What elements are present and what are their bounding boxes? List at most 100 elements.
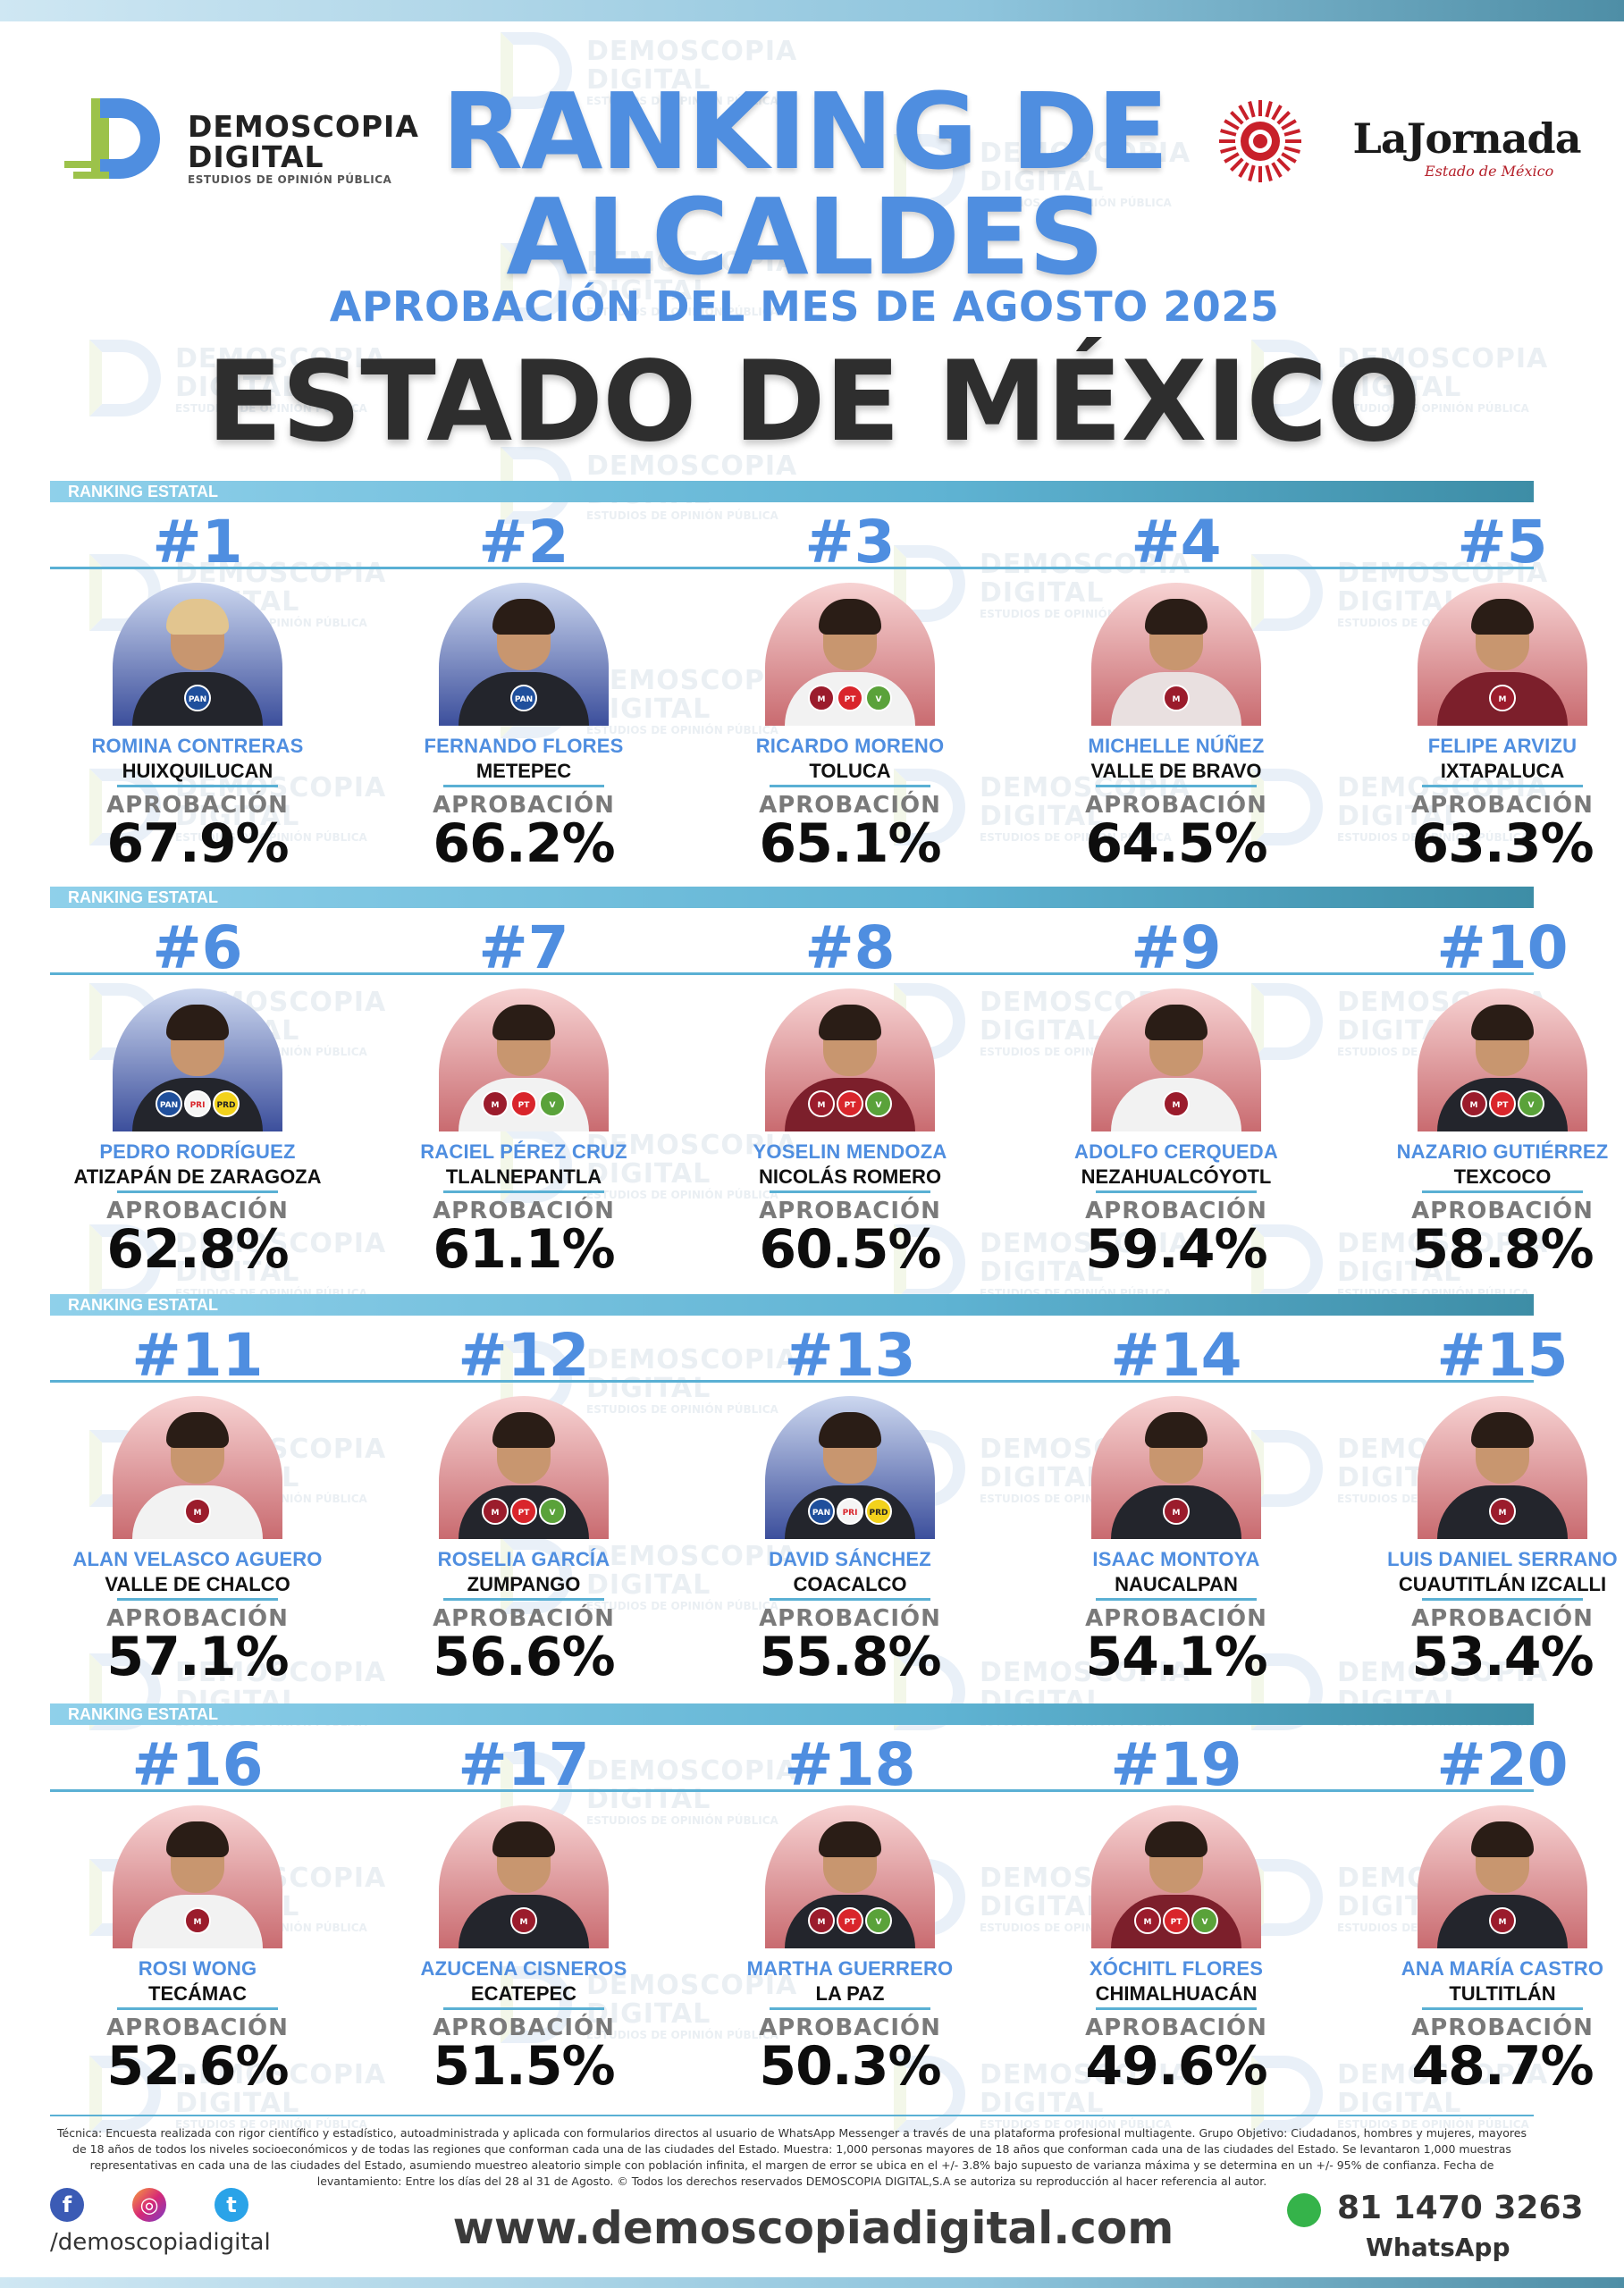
card-rule: [1422, 1190, 1583, 1193]
mayor-photo: M PT V: [765, 583, 935, 726]
brand-tagline: ESTUDIOS DE OPINIÓN PÚBLICA: [188, 173, 392, 186]
mayor-card: #9 M ADOLFO CERQUEDA NEZAHUALCÓYOTL APRO…: [1029, 919, 1324, 1294]
party-verde-icon: V: [865, 1907, 892, 1934]
card-rule: [770, 2007, 930, 2010]
rank-number: #4: [1131, 508, 1222, 576]
party-badges: M PT V: [765, 1090, 935, 1117]
whatsapp-phone[interactable]: 81 1470 3263: [1337, 2190, 1584, 2226]
party-badges: M PT V: [1091, 1907, 1261, 1934]
section-bar: RANKING ESTATAL: [50, 1703, 1534, 1725]
party-pt-icon: PT: [1163, 1907, 1190, 1934]
subtitle: APROBACIÓN DEL MES DE AGOSTO 2025: [329, 282, 1280, 331]
approval-percent: 65.1%: [759, 812, 941, 875]
section-label: RANKING ESTATAL: [68, 483, 218, 500]
approval-percent: 61.1%: [433, 1218, 615, 1281]
party-badges: M: [1091, 1090, 1261, 1117]
municipality-name: ECATEPEC: [470, 1982, 577, 2005]
mayor-card: #15 M LUIS DANIEL SERRANO CUAUTITLÁN IZC…: [1355, 1326, 1624, 1702]
approval-label: APROBACIÓN: [759, 1198, 941, 1224]
party-badges: M PT V: [765, 685, 935, 711]
state-title: ESTADO DE MÉXICO: [206, 338, 1421, 467]
card-rule: [770, 785, 930, 787]
mayor-name: MARTHA GUERRERO: [746, 1957, 954, 1980]
party-pt-icon: PT: [837, 1907, 863, 1934]
party-badges: M: [1091, 685, 1261, 711]
party-badges: M PT V: [439, 1090, 609, 1117]
methodology-note: Técnica: Encuesta realizada con rigor ci…: [57, 2126, 1527, 2189]
municipality-name: IXTAPALUCA: [1440, 760, 1565, 782]
approval-percent: 53.4%: [1411, 1626, 1594, 1688]
card-rule: [117, 2007, 278, 2010]
party-morena-icon: M: [510, 1907, 537, 1934]
mayor-name: FERNANDO FLORES: [424, 735, 624, 757]
website-link[interactable]: www.demoscopiadigital.com: [452, 2202, 1174, 2254]
instagram-icon[interactable]: ◎: [132, 2188, 166, 2222]
facebook-icon[interactable]: f: [50, 2188, 84, 2222]
party-badges: M: [439, 1907, 609, 1934]
social-icons: f ◎ t: [50, 2188, 318, 2224]
party-badges: M PT V: [1418, 1090, 1587, 1117]
mayor-photo: PAN: [113, 583, 282, 726]
mayor-name: ANA MARÍA CASTRO: [1401, 1957, 1604, 1980]
section-bar: RANKING ESTATAL: [50, 481, 1534, 502]
bottom-accent-bar: [0, 2277, 1624, 2288]
approval-label: APROBACIÓN: [106, 792, 289, 819]
approval-percent: 66.2%: [433, 812, 615, 875]
approval-percent: 55.8%: [759, 1626, 941, 1688]
mayor-photo: M PT V: [765, 1805, 935, 1948]
mayor-photo: M: [113, 1805, 282, 1948]
card-rule: [1096, 2007, 1257, 2010]
party-badges: PAN: [439, 685, 609, 711]
municipality-name: NEZAHUALCÓYOTL: [1081, 1165, 1272, 1188]
approval-label: APROBACIÓN: [1411, 2015, 1594, 2041]
social-handle[interactable]: /demoscopiadigital: [50, 2229, 271, 2256]
la-jornada-name: LaJornada: [1352, 114, 1581, 163]
rank-number: #13: [784, 1321, 916, 1390]
municipality-name: CUAUTITLÁN IZCALLI: [1398, 1573, 1607, 1595]
rank-number: #1: [152, 508, 243, 576]
mayor-photo: M: [113, 1396, 282, 1539]
approval-label: APROBACIÓN: [759, 792, 941, 819]
approval-percent: 58.8%: [1411, 1218, 1594, 1281]
rank-number: #5: [1457, 508, 1548, 576]
mayor-name: RICARDO MORENO: [755, 735, 945, 757]
party-prd-icon: PRD: [865, 1498, 892, 1525]
approval-label: APROBACIÓN: [759, 1605, 941, 1632]
municipality-name: NICOLÁS ROMERO: [758, 1165, 942, 1188]
whatsapp-icon[interactable]: [1287, 2193, 1321, 2227]
mayor-photo: M: [1091, 1396, 1261, 1539]
card-rule: [117, 1190, 278, 1193]
party-morena-icon: M: [1163, 1498, 1190, 1525]
party-morena-icon: M: [1489, 1907, 1516, 1934]
rank-number: #14: [1110, 1321, 1242, 1390]
municipality-name: TULTITLÁN: [1449, 1982, 1556, 2005]
party-badges: PAN: [113, 685, 282, 711]
section-label: RANKING ESTATAL: [68, 1296, 218, 1314]
approval-percent: 49.6%: [1085, 2035, 1267, 2098]
approval-percent: 57.1%: [106, 1626, 289, 1688]
approval-label: APROBACIÓN: [433, 2015, 615, 2041]
la-jornada-sun-icon: [1219, 100, 1301, 182]
approval-label: APROBACIÓN: [1411, 1605, 1594, 1632]
card-rule: [770, 1598, 930, 1601]
party-badges: PAN PRI PRD: [765, 1498, 935, 1525]
party-pt-icon: PT: [1489, 1090, 1516, 1117]
municipality-name: COACALCO: [793, 1573, 907, 1595]
party-morena-icon: M: [808, 1090, 835, 1117]
party-morena-icon: M: [1489, 685, 1516, 711]
twitter-icon[interactable]: t: [215, 2188, 248, 2222]
party-verde-icon: V: [539, 1090, 566, 1117]
top-accent-bar: [0, 0, 1624, 21]
approval-percent: 60.5%: [759, 1218, 941, 1281]
card-rule: [1422, 785, 1583, 787]
mayor-card: #11 M ALAN VELASCO AGUERO VALLE DE CHALC…: [50, 1326, 345, 1702]
party-morena-icon: M: [808, 685, 835, 711]
approval-label: APROBACIÓN: [759, 2015, 941, 2041]
rank-number: #6: [152, 913, 243, 982]
card-rule: [1096, 785, 1257, 787]
party-prd-icon: PRD: [213, 1090, 240, 1117]
section-label: RANKING ESTATAL: [68, 1705, 218, 1723]
party-badges: M: [1418, 685, 1587, 711]
approval-percent: 64.5%: [1085, 812, 1267, 875]
card-rule: [117, 1598, 278, 1601]
